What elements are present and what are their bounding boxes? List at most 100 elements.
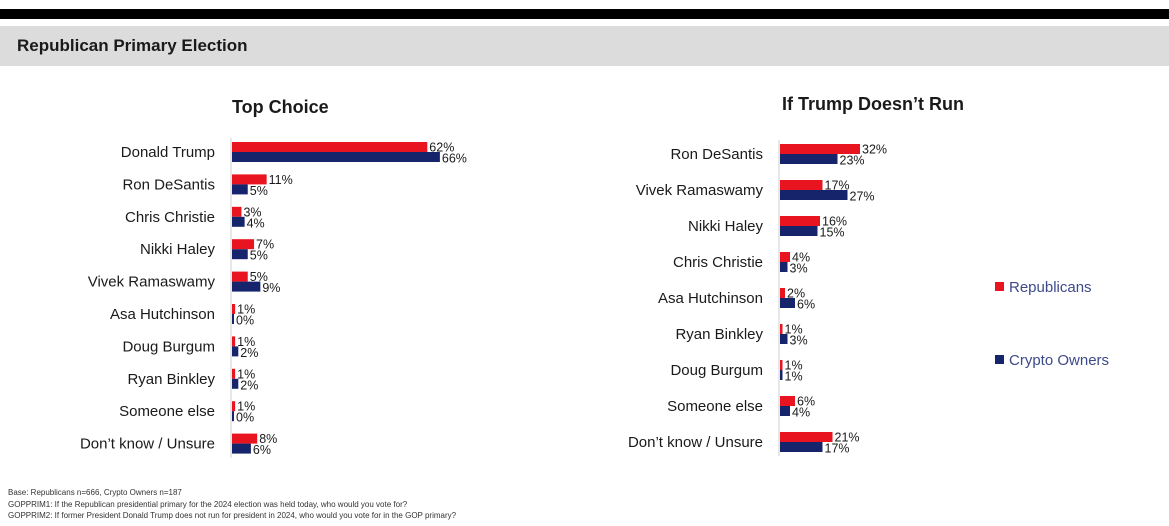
bar-crypto-owners-ryan-binkley <box>232 378 239 389</box>
chart-title-top-choice: Top Choice <box>232 97 329 117</box>
value-label-republicans-don-t-know-unsure: 21% <box>835 431 860 445</box>
value-label-crypto-owners-ron-desantis: 5% <box>250 184 268 198</box>
value-label-crypto-owners-someone-else: 4% <box>792 406 810 420</box>
slide-title: Republican Primary Election <box>17 36 248 55</box>
bar-republicans-someone-else <box>780 396 795 406</box>
value-label-republicans-ron-desantis: 32% <box>862 143 887 157</box>
value-label-republicans-doug-burgum: 1% <box>237 335 255 349</box>
value-label-crypto-owners-don-t-know-unsure: 17% <box>825 442 850 456</box>
category-label-nikki-haley: Nikki Haley <box>688 218 764 235</box>
bar-republicans-someone-else <box>232 401 236 412</box>
bar-crypto-owners-someone-else <box>232 411 234 422</box>
bar-republicans-chris-christie <box>780 252 790 262</box>
category-label-ron-desantis: Ron DeSantis <box>670 146 763 163</box>
bar-republicans-ron-desantis <box>232 174 267 185</box>
value-label-republicans-don-t-know-unsure: 8% <box>259 432 277 446</box>
legend-label-republicans: Republicans <box>1009 279 1092 296</box>
bar-crypto-owners-don-t-know-unsure <box>780 442 823 452</box>
bar-republicans-doug-burgum <box>780 360 783 370</box>
value-label-republicans-ryan-binkley: 1% <box>785 323 803 337</box>
value-label-republicans-someone-else: 1% <box>237 400 255 414</box>
value-label-republicans-donald-trump: 62% <box>429 141 454 155</box>
value-label-republicans-vivek-ramaswamy: 17% <box>825 179 850 193</box>
bar-republicans-ryan-binkley <box>232 368 236 379</box>
value-label-republicans-ryan-binkley: 1% <box>237 367 255 381</box>
legend-swatch-republicans <box>995 282 1004 291</box>
bar-crypto-owners-nikki-haley <box>232 249 248 260</box>
value-label-crypto-owners-vivek-ramaswamy: 9% <box>262 281 280 295</box>
bar-crypto-owners-nikki-haley <box>780 226 818 236</box>
footer-question-1: GOPPRIM1: If the Republican presidential… <box>8 499 408 509</box>
category-label-doug-burgum: Doug Burgum <box>670 362 763 379</box>
category-label-asa-hutchinson: Asa Hutchinson <box>110 306 215 323</box>
bar-republicans-don-t-know-unsure <box>780 432 833 442</box>
value-label-crypto-owners-ryan-binkley: 3% <box>790 334 808 348</box>
slide-header: Republican Primary Election <box>0 26 1169 66</box>
legend-item-crypto-owners: Crypto Owners <box>995 352 1109 369</box>
value-label-republicans-nikki-haley: 7% <box>256 238 274 252</box>
category-label-don-t-know-unsure: Don’t know / Unsure <box>628 434 763 451</box>
footer-notes: Base: Republicans n=666, Crypto Owners n… <box>8 487 456 522</box>
category-label-ron-desantis: Ron DeSantis <box>122 176 215 193</box>
bar-crypto-owners-vivek-ramaswamy <box>780 190 848 200</box>
bar-crypto-owners-ron-desantis <box>780 154 838 164</box>
category-label-doug-burgum: Doug Burgum <box>122 338 215 355</box>
category-label-someone-else: Someone else <box>667 398 763 415</box>
value-label-republicans-doug-burgum: 1% <box>785 359 803 373</box>
bar-republicans-nikki-haley <box>232 239 255 250</box>
bar-crypto-owners-someone-else <box>780 406 790 416</box>
value-label-crypto-owners-nikki-haley: 15% <box>820 226 845 240</box>
value-label-republicans-someone-else: 6% <box>797 395 815 409</box>
value-label-crypto-owners-vivek-ramaswamy: 27% <box>850 190 875 204</box>
value-label-crypto-owners-don-t-know-unsure: 6% <box>253 443 271 457</box>
legend-label-crypto-owners: Crypto Owners <box>1009 352 1110 369</box>
bar-republicans-vivek-ramaswamy <box>232 271 248 282</box>
bar-crypto-owners-chris-christie <box>232 216 245 227</box>
value-label-republicans-ron-desantis: 11% <box>269 173 293 187</box>
category-label-chris-christie: Chris Christie <box>673 254 763 271</box>
category-label-chris-christie: Chris Christie <box>125 209 215 226</box>
bar-republicans-ron-desantis <box>780 144 860 154</box>
category-label-don-t-know-unsure: Don’t know / Unsure <box>80 436 215 453</box>
value-label-crypto-owners-ron-desantis: 23% <box>840 154 865 168</box>
value-label-crypto-owners-ryan-binkley: 2% <box>240 378 258 392</box>
value-label-crypto-owners-someone-else: 0% <box>236 411 254 425</box>
category-label-vivek-ramaswamy: Vivek Ramaswamy <box>636 182 764 199</box>
value-label-republicans-vivek-ramaswamy: 5% <box>250 270 268 284</box>
category-label-donald-trump: Donald Trump <box>121 144 215 161</box>
bar-republicans-ryan-binkley <box>780 324 783 334</box>
value-label-crypto-owners-doug-burgum: 1% <box>785 370 803 384</box>
bar-republicans-don-t-know-unsure <box>232 433 258 444</box>
footer-question-2: GOPPRIM2: If former President Donald Tru… <box>8 511 457 520</box>
bar-crypto-owners-ryan-binkley <box>780 334 788 344</box>
legend-item-republicans: Republicans <box>995 279 1092 296</box>
value-label-crypto-owners-donald-trump: 66% <box>442 152 467 166</box>
bar-crypto-owners-ron-desantis <box>232 184 248 195</box>
value-label-republicans-chris-christie: 4% <box>792 251 810 265</box>
bar-crypto-owners-don-t-know-unsure <box>232 443 251 454</box>
bar-republicans-chris-christie <box>232 206 242 217</box>
bar-republicans-nikki-haley <box>780 216 820 226</box>
value-label-crypto-owners-chris-christie: 4% <box>247 216 265 230</box>
category-label-ryan-binkley: Ryan Binkley <box>675 326 763 343</box>
bar-crypto-owners-doug-burgum <box>780 370 783 380</box>
chart-title-if-trump-doesnt-run: If Trump Doesn’t Run <box>782 94 964 114</box>
value-label-republicans-asa-hutchinson: 1% <box>237 303 255 317</box>
bar-crypto-owners-donald-trump <box>232 152 440 162</box>
bar-republicans-asa-hutchinson <box>780 288 785 298</box>
value-label-republicans-chris-christie: 3% <box>243 205 261 219</box>
value-label-crypto-owners-asa-hutchinson: 0% <box>236 314 254 328</box>
bar-republicans-donald-trump <box>232 142 428 152</box>
bar-crypto-owners-chris-christie <box>780 262 788 272</box>
category-label-ryan-binkley: Ryan Binkley <box>127 371 215 388</box>
legend-swatch-crypto-owners <box>995 355 1004 364</box>
bar-republicans-asa-hutchinson <box>232 304 236 314</box>
top-black-bar <box>0 9 1169 19</box>
value-label-republicans-nikki-haley: 16% <box>822 215 847 229</box>
category-label-asa-hutchinson: Asa Hutchinson <box>658 290 763 307</box>
value-label-crypto-owners-nikki-haley: 5% <box>250 249 268 263</box>
category-label-nikki-haley: Nikki Haley <box>140 241 216 258</box>
category-label-someone-else: Someone else <box>119 403 215 420</box>
bar-crypto-owners-doug-burgum <box>232 346 239 357</box>
